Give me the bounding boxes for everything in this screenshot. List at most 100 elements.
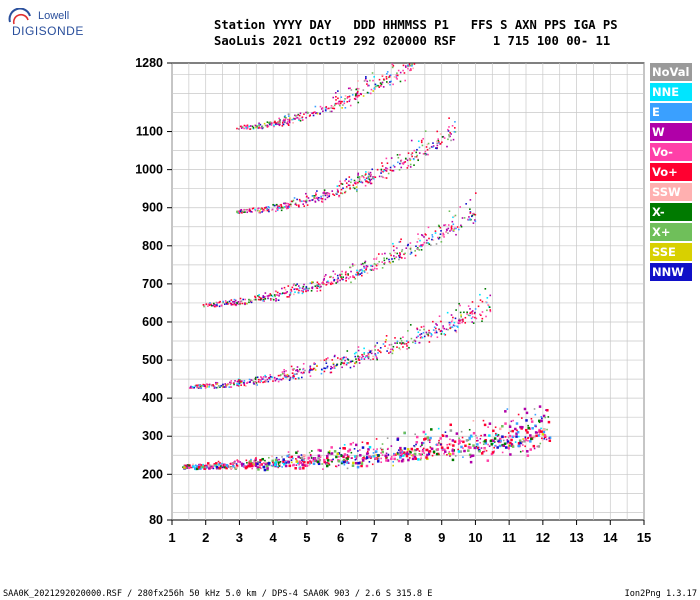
echo-point bbox=[435, 331, 438, 334]
echo-point bbox=[452, 138, 455, 141]
echo-point bbox=[323, 370, 326, 373]
echo-point bbox=[285, 116, 287, 119]
echo-point bbox=[390, 157, 393, 159]
echo-point bbox=[276, 209, 279, 212]
echo-point bbox=[294, 114, 296, 117]
echo-point bbox=[405, 340, 408, 342]
echo-point bbox=[416, 241, 419, 243]
echo-point bbox=[434, 329, 437, 332]
echo-point bbox=[189, 386, 192, 389]
echo-point bbox=[374, 353, 377, 355]
x-tick-label: 8 bbox=[404, 530, 411, 545]
echo-point bbox=[421, 453, 423, 456]
echo-point bbox=[337, 191, 339, 193]
echo-point bbox=[350, 270, 352, 273]
echo-point bbox=[248, 463, 252, 467]
echo-point bbox=[300, 461, 303, 464]
echo-point bbox=[438, 315, 441, 318]
echo-point bbox=[386, 71, 389, 73]
echo-point bbox=[506, 442, 509, 445]
echo-point bbox=[420, 245, 422, 248]
echo-point bbox=[251, 211, 254, 213]
echo-point bbox=[375, 454, 378, 456]
echo-point bbox=[540, 415, 543, 418]
echo-point bbox=[449, 321, 452, 324]
echo-point bbox=[250, 464, 253, 468]
echo-point bbox=[411, 449, 414, 452]
echo-point bbox=[449, 443, 452, 446]
echo-point bbox=[322, 110, 324, 113]
echo-point bbox=[389, 252, 391, 255]
echo-point bbox=[273, 294, 276, 296]
echo-point bbox=[264, 374, 266, 377]
echo-point bbox=[354, 98, 357, 101]
echo-point bbox=[206, 384, 209, 386]
echo-point bbox=[430, 447, 434, 451]
echo-point bbox=[355, 182, 357, 185]
echo-point bbox=[383, 169, 385, 172]
echo-point bbox=[343, 447, 346, 450]
echo-point bbox=[467, 314, 470, 317]
echo-point bbox=[374, 349, 377, 351]
echo-point bbox=[288, 294, 291, 296]
echo-point bbox=[432, 142, 434, 144]
echo-point bbox=[266, 208, 268, 210]
echo-point bbox=[397, 459, 401, 463]
echo-point bbox=[405, 343, 408, 345]
echo-point bbox=[282, 120, 285, 122]
echo-point bbox=[361, 441, 364, 444]
echo-point bbox=[502, 439, 505, 442]
echo-point bbox=[469, 212, 472, 214]
echo-point bbox=[333, 278, 336, 281]
echo-point bbox=[381, 75, 384, 77]
echo-point bbox=[400, 452, 404, 456]
echo-point bbox=[358, 270, 361, 273]
echo-point bbox=[305, 464, 309, 467]
echo-point bbox=[532, 435, 534, 438]
echo-point bbox=[359, 92, 362, 95]
echo-point bbox=[523, 407, 527, 411]
y-tick-label: 800 bbox=[142, 239, 163, 253]
echo-point bbox=[488, 422, 492, 425]
echo-point bbox=[369, 79, 371, 82]
echo-point bbox=[426, 457, 429, 461]
echo-point bbox=[381, 165, 384, 167]
echo-point bbox=[229, 381, 231, 384]
echo-point bbox=[419, 329, 421, 331]
echo-point bbox=[428, 450, 432, 453]
y-tick-label: 600 bbox=[142, 315, 163, 329]
echo-point bbox=[399, 160, 402, 163]
echo-point bbox=[490, 443, 494, 446]
echo-point bbox=[442, 232, 444, 235]
echo-point bbox=[301, 119, 304, 121]
echo-point bbox=[401, 257, 403, 259]
echo-point bbox=[342, 362, 344, 364]
echo-point bbox=[232, 301, 234, 303]
echo-point bbox=[417, 233, 419, 235]
echo-point bbox=[346, 100, 349, 103]
echo-point bbox=[267, 125, 270, 128]
echo-point bbox=[392, 245, 395, 248]
echo-point bbox=[402, 336, 404, 339]
echo-point bbox=[522, 438, 524, 440]
echo-point bbox=[246, 382, 248, 385]
echo-point bbox=[416, 148, 418, 151]
echo-point bbox=[465, 439, 469, 442]
echo-point bbox=[317, 284, 319, 287]
echo-point bbox=[435, 323, 437, 325]
echo-point bbox=[469, 208, 471, 211]
echo-point bbox=[298, 463, 300, 466]
echo-point bbox=[268, 210, 270, 213]
echo-point bbox=[441, 141, 443, 144]
echo-point bbox=[348, 95, 351, 98]
echo-point bbox=[367, 356, 369, 358]
echo-point bbox=[254, 124, 257, 127]
echo-point bbox=[295, 284, 297, 287]
echo-point bbox=[245, 127, 247, 129]
echo-point bbox=[360, 358, 363, 360]
echo-point bbox=[474, 220, 477, 223]
echo-point bbox=[385, 167, 387, 169]
echo-point bbox=[491, 451, 495, 454]
echo-point bbox=[276, 206, 279, 209]
echo-point bbox=[239, 461, 242, 463]
